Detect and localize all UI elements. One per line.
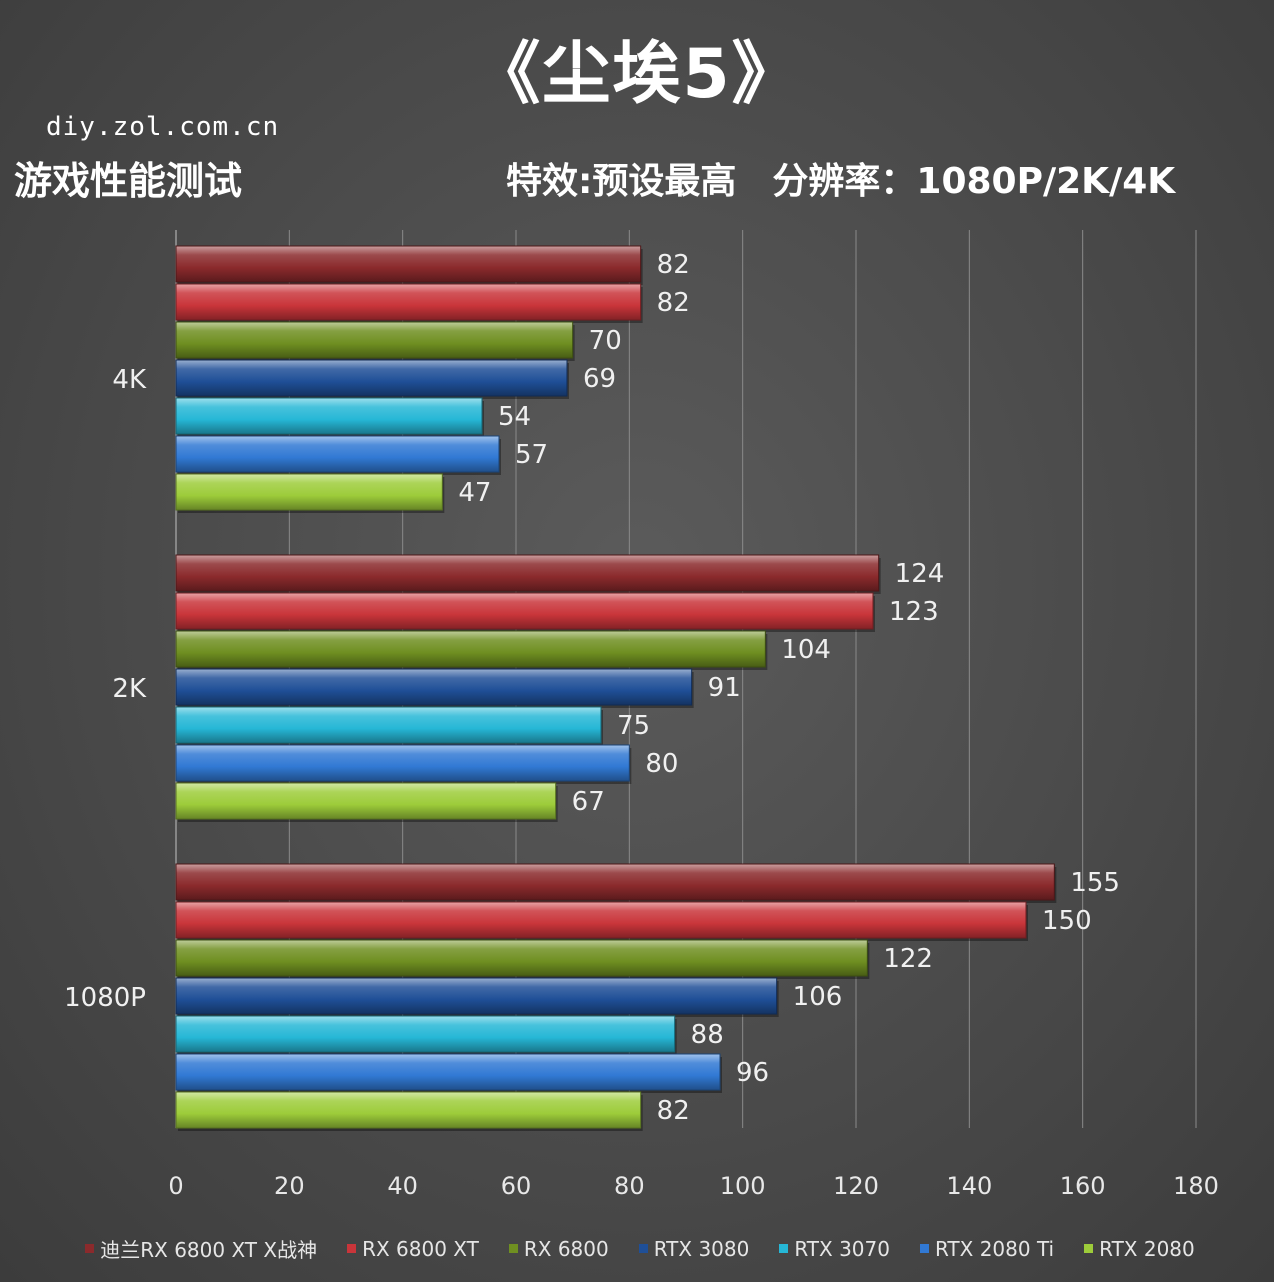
bar [175,782,557,820]
test-settings: 特效:预设最高 分辨率：1080P/2K/4K [506,161,1176,202]
site-url: diy.zol.com.cn [46,112,280,142]
data-label: 150 [1042,906,1092,936]
data-label: 69 [583,364,616,394]
x-tick-label: 120 [833,1172,879,1200]
data-label: 57 [515,440,548,470]
data-label: 80 [645,749,678,779]
legend-marker [508,1244,518,1253]
bar [175,863,1055,901]
x-tick-label: 80 [614,1172,645,1200]
legend-marker [919,1244,929,1253]
bar [175,668,693,706]
bar [175,283,642,321]
bar [175,397,483,435]
legend-marker [347,1244,357,1253]
x-tick-label: 40 [387,1172,418,1200]
bar [175,1091,642,1129]
bar [175,1015,676,1053]
bar [175,592,874,630]
data-label: 91 [708,673,741,703]
category-label: 1080P [64,983,146,1013]
bar [175,901,1027,939]
x-tick-label: 180 [1173,1172,1219,1200]
x-tick-label: 60 [501,1172,532,1200]
data-label: 106 [793,982,843,1012]
bar [175,245,642,283]
legend-marker [1084,1244,1094,1253]
x-tick-label: 160 [1060,1172,1106,1200]
legend-label: RX 6800 XT [362,1236,479,1261]
data-label: 88 [691,1020,724,1050]
bar [175,744,630,782]
bar-chart: 0 20 40 60 80 100 120 140 160 180 82 82 70 69 54 57 47 4K… [64,230,1219,1200]
data-label: 96 [736,1058,769,1088]
bar [175,939,868,977]
legend-item: RX 6800 XT [347,1234,479,1263]
bar [175,977,778,1015]
legend-item: RTX 3070 [779,1234,890,1263]
bar [175,473,443,511]
category-label: 4K [112,365,147,395]
legend-item: RX 6800 [508,1234,609,1263]
data-label: 82 [657,288,690,318]
category-label: 2K [112,674,147,704]
data-label: 54 [498,402,531,432]
bar [175,1053,721,1091]
bar [175,359,568,397]
chart-title: 《尘埃5》 [472,35,802,114]
data-label: 82 [657,250,690,280]
bar [175,321,574,359]
legend-label: RTX 2080 Ti [934,1236,1055,1261]
legend-label: RTX 3070 [794,1236,890,1261]
legend-item: 迪兰RX 6800 XT X战神 [85,1234,317,1263]
data-label: 122 [883,944,933,974]
legend-label: 迪兰RX 6800 XT X战神 [100,1238,318,1262]
x-tick-label: 140 [946,1172,992,1200]
legend-item: RTX 2080 [1084,1234,1195,1263]
legend-label: RTX 2080 [1099,1236,1195,1261]
data-label: 104 [781,635,831,665]
data-label: 155 [1070,868,1120,898]
data-label: 123 [889,597,939,627]
legend-marker [779,1244,789,1253]
x-tick-label: 100 [720,1172,766,1200]
chart-legend: 迪兰RX 6800 XT X战神 RX 6800 XT RX 6800 RTX 308… [40,1234,1240,1263]
data-label: 75 [617,711,650,741]
bar [175,554,880,592]
bar [175,706,602,744]
bar [175,630,766,668]
legend-item: RTX 3080 [638,1234,750,1263]
bar [175,435,500,473]
chart-subtitle: 游戏性能测试 [14,159,243,203]
data-label: 82 [657,1096,690,1126]
data-label: 47 [458,478,491,508]
legend-marker [85,1244,95,1253]
legend-label: RTX 3080 [653,1236,750,1261]
legend-label: RX 6800 [523,1236,609,1261]
x-tick-label: 20 [274,1172,305,1200]
legend-marker [638,1244,648,1253]
data-label: 70 [589,326,622,356]
x-tick-label: 0 [168,1172,183,1200]
data-label: 67 [572,787,605,817]
legend-item: RTX 2080 Ti [919,1234,1055,1263]
data-label: 124 [895,559,945,589]
